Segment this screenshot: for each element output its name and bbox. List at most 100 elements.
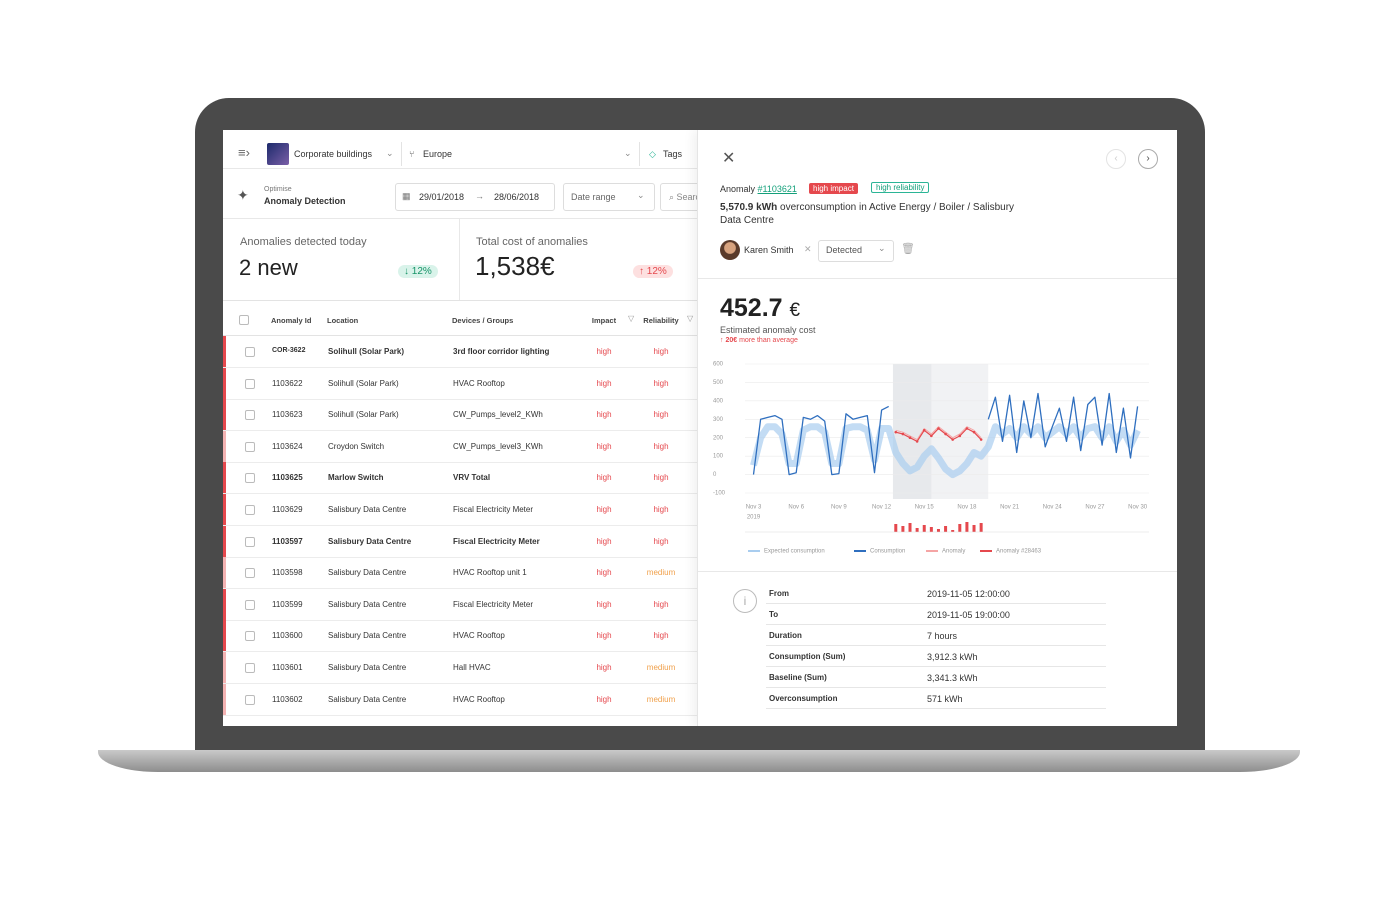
- table-row[interactable]: 1103598 Salisbury Data Centre HVAC Rooftop…: [223, 557, 697, 590]
- row-checkbox[interactable]: [245, 347, 255, 357]
- filter-icon[interactable]: ▽: [687, 314, 694, 323]
- kpi-value: 2 new: [239, 255, 298, 280]
- cell: high: [596, 347, 612, 356]
- x-tick-label: Nov 6: [788, 505, 804, 511]
- fact-value: 3,341.3 kWh: [927, 673, 978, 683]
- row-flag: [223, 557, 226, 589]
- filter-icon[interactable]: ▽: [628, 314, 635, 323]
- row-flag: [223, 367, 226, 399]
- cell: high: [596, 378, 612, 388]
- cell: high: [596, 441, 612, 451]
- kpi-change: ↑ 12%: [633, 265, 673, 278]
- activity-bar: [894, 524, 898, 532]
- divider: [223, 335, 697, 336]
- cell: medium: [646, 694, 676, 704]
- header-checkbox[interactable]: [239, 315, 249, 325]
- x-tick-label: Nov 3: [746, 505, 762, 511]
- cost-value: 452.7: [720, 294, 783, 322]
- y-tick-label: 600: [713, 362, 724, 368]
- anomaly-point: [922, 429, 926, 432]
- table-row[interactable]: 1103623 Solihull (Solar Park) CW_Pumps_lev…: [223, 399, 697, 432]
- row-checkbox[interactable]: [245, 536, 255, 547]
- range-label: Date range: [571, 192, 616, 202]
- row-flag: [223, 399, 226, 431]
- activity-bar: [979, 523, 983, 532]
- cell: Salisbury Data Centre: [328, 505, 407, 514]
- column-header: Anomaly Id: [271, 316, 312, 325]
- row-checkbox[interactable]: [245, 473, 255, 484]
- table-row[interactable]: 1103599 Salisbury Data Centre Fiscal Elect…: [223, 588, 697, 621]
- next-button[interactable]: ›: [1138, 149, 1158, 169]
- range-select[interactable]: [563, 183, 655, 211]
- table-row[interactable]: 1103629 Salisbury Data Centre Fiscal Elect…: [223, 494, 697, 526]
- fact-label: To: [769, 610, 779, 619]
- row-checkbox[interactable]: [245, 378, 255, 389]
- date-picker[interactable]: [395, 183, 555, 211]
- table-row[interactable]: 1103625 Marlow Switch VRV Total high high: [223, 462, 697, 495]
- row-checkbox[interactable]: [245, 631, 255, 642]
- cell: high: [653, 378, 669, 388]
- anomaly-point: [951, 438, 954, 441]
- row-checkbox[interactable]: [245, 505, 255, 515]
- divider: [223, 300, 697, 301]
- activity-bar: [951, 530, 955, 532]
- fact-label: Baseline (Sum): [769, 673, 827, 682]
- row-checkbox[interactable]: [245, 410, 255, 421]
- anomaly-point: [915, 440, 919, 443]
- divider: [766, 708, 1106, 709]
- activity-bar: [901, 526, 905, 532]
- menu-icon[interactable]: ≡›: [238, 145, 250, 160]
- cell: 1103600: [272, 631, 303, 641]
- cell: COR-3622: [272, 347, 306, 354]
- table-row[interactable]: 1103597 Salisbury Data Centre Fiscal Elect…: [223, 525, 697, 558]
- activity-bar: [958, 524, 962, 532]
- table-row[interactable]: 1103624 Croydon Switch CW_Pumps_level3_KWh…: [223, 430, 697, 463]
- cell: HVAC Rooftop: [453, 378, 505, 388]
- y-tick-label: 100: [713, 454, 724, 460]
- divider: [223, 218, 697, 219]
- anomaly-link[interactable]: #1103621: [757, 184, 797, 194]
- anomaly-point: [965, 427, 969, 430]
- divider: [698, 571, 1177, 572]
- search-box[interactable]: ⌕ Search: [660, 183, 697, 211]
- series-line: [752, 392, 1139, 476]
- building-select[interactable]: Corporate buildings: [294, 149, 373, 159]
- row-flag: [223, 494, 226, 525]
- table-row[interactable]: 1103600 Salisbury Data Centre HVAC Rooftop…: [223, 620, 697, 653]
- kpi-label: Anomalies detected today: [240, 236, 367, 248]
- table-row[interactable]: 1103602 Salisbury Data Centre HVAC Rooftop…: [223, 683, 697, 716]
- x-tick-label: Nov 12: [872, 505, 892, 511]
- anomaly-point: [979, 438, 983, 441]
- row-checkbox[interactable]: [245, 599, 255, 610]
- close-button[interactable]: ✕: [722, 150, 736, 167]
- row-checkbox[interactable]: [245, 663, 255, 673]
- chevron: ⌄: [386, 148, 394, 158]
- y-tick-label: 400: [713, 398, 724, 404]
- cell: 1103622: [272, 378, 303, 388]
- table-row[interactable]: 1103622 Solihull (Solar Park) HVAC Rooftop…: [223, 367, 697, 400]
- cell: high: [653, 473, 669, 483]
- assignee[interactable]: Karen Smith: [744, 245, 794, 255]
- status-select[interactable]: [818, 240, 894, 262]
- search-placeholder: ⌕ Search: [669, 192, 697, 203]
- row-checkbox[interactable]: [245, 568, 255, 579]
- row-checkbox[interactable]: [245, 694, 255, 705]
- row-checkbox[interactable]: [245, 441, 255, 452]
- y-tick-label: 0: [713, 472, 717, 478]
- activity-bar: [936, 529, 940, 532]
- fact-label: Overconsumption: [769, 694, 838, 703]
- remove-assignee[interactable]: ✕: [804, 244, 812, 254]
- cell: high: [653, 410, 669, 420]
- module-label: Optimise: [264, 186, 292, 193]
- table-row[interactable]: 1103601 Salisbury Data Centre Hall HVAC hig…: [223, 652, 697, 684]
- tags-select[interactable]: Tags: [663, 149, 683, 159]
- laptop-base: [98, 750, 1300, 772]
- anomaly-point: [937, 427, 940, 430]
- x-tick-label: Nov 9: [831, 505, 847, 511]
- region-select[interactable]: Europe: [423, 149, 453, 159]
- cost-label: Estimated anomaly cost: [720, 325, 816, 335]
- table-row[interactable]: COR-3622 Solihull (Solar Park) 3rd floor c…: [223, 336, 697, 368]
- prev-button[interactable]: ‹: [1106, 149, 1126, 169]
- trash-icon[interactable]: 🗑: [901, 243, 915, 255]
